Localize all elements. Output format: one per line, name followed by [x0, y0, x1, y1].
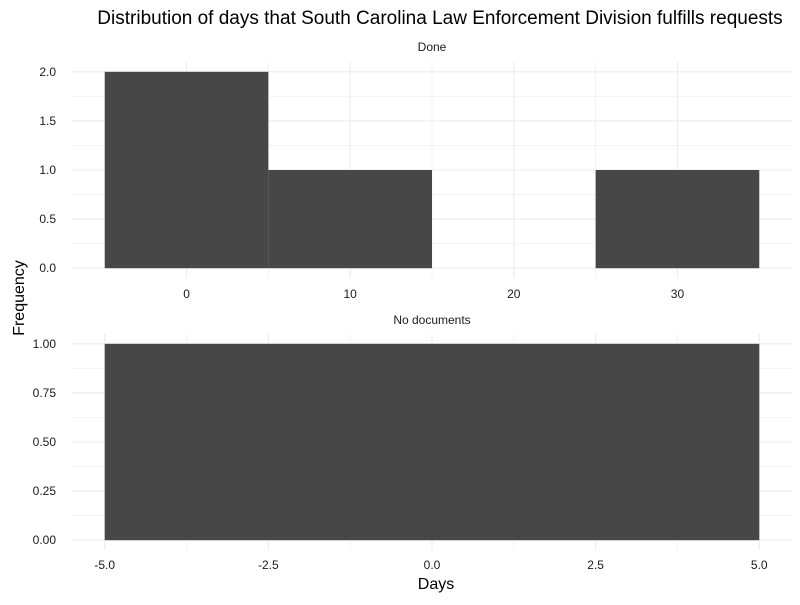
y-tick-label: 0.50	[33, 435, 57, 449]
x-tick-label: 10	[344, 287, 358, 301]
y-tick-label: 0.5	[39, 212, 56, 226]
y-tick-label: 0.25	[33, 484, 57, 498]
facet-panel-no-documents: No documents 0.00 0.25 0.50 0.75 1.00 -5.0 -2.5…	[33, 313, 792, 572]
y-tick-label: 1.5	[39, 114, 56, 128]
x-tick-label: 0.0	[424, 558, 441, 572]
x-tick-label: 30	[671, 287, 685, 301]
facet-label-done: Done	[418, 40, 447, 54]
x-axis-label: Days	[418, 576, 454, 593]
x-tick-label: 0	[183, 287, 190, 301]
y-tick-label: 0.0	[39, 261, 56, 275]
x-tick-label: 20	[507, 287, 521, 301]
x-tick-label: -2.5	[258, 558, 279, 572]
histogram-bar	[595, 170, 760, 269]
histogram-bar	[104, 343, 760, 541]
y-tick-label: 1.0	[39, 163, 56, 177]
facet-panel-done: Done 0.0 0.5 1.0 1.5 2.0 0 10 20 30	[39, 40, 792, 301]
x-tick-label: -5.0	[94, 558, 115, 572]
x-tick-label: 2.5	[587, 558, 604, 572]
histogram-bar	[104, 71, 269, 269]
y-tick-label: 2.0	[39, 65, 56, 79]
y-tick-label: 0.00	[33, 533, 57, 547]
x-tick-label: 5.0	[751, 558, 768, 572]
y-tick-label: 0.75	[33, 386, 57, 400]
histogram-bar	[268, 170, 432, 269]
facet-label-no-documents: No documents	[393, 313, 470, 327]
chart-title: Distribution of days that South Carolina…	[97, 8, 782, 29]
y-tick-label: 1.00	[33, 337, 57, 351]
y-axis-label: Frequency	[11, 260, 28, 336]
